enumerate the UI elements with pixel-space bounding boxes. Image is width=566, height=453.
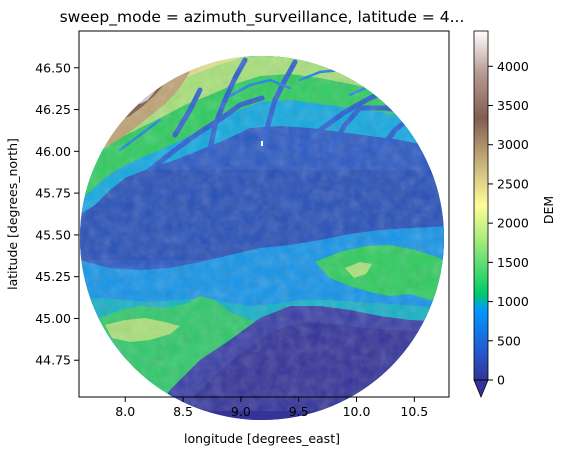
x-tick-label: 9.5 bbox=[289, 404, 309, 419]
y-tick-label: 46.25 bbox=[35, 102, 71, 117]
colorbar-tick-label: 0 bbox=[497, 373, 505, 388]
colorbar-tick-label: 3000 bbox=[497, 137, 529, 152]
y-tick-label: 46.00 bbox=[35, 144, 71, 159]
colorbar-frame bbox=[473, 30, 489, 381]
x-axis-ticks: 8.0 8.5 9.0 9.5 10.0 10.5 bbox=[115, 397, 428, 419]
colorbar-label: DEM bbox=[541, 196, 556, 224]
x-axis-label: longitude [degrees_east] bbox=[184, 431, 340, 446]
colorbar: 0 500 1000 1500 2000 2500 3000 3500 4000 DEM bbox=[473, 30, 556, 399]
y-axis-label: latitude [degrees_north] bbox=[5, 138, 20, 290]
colorbar-tick-label: 500 bbox=[497, 333, 521, 348]
x-tick-label: 9.0 bbox=[231, 404, 251, 419]
y-tick-label: 45.00 bbox=[35, 311, 71, 326]
chart-title: sweep_mode = azimuth_surveillance, latit… bbox=[60, 8, 465, 27]
x-tick-label: 8.0 bbox=[115, 404, 135, 419]
x-tick-label: 8.5 bbox=[173, 404, 193, 419]
x-tick-label: 10.0 bbox=[343, 404, 371, 419]
radar-origin-marker bbox=[261, 141, 263, 146]
colorbar-tick-label: 4000 bbox=[497, 59, 529, 74]
y-tick-label: 45.50 bbox=[35, 227, 71, 242]
colorbar-tick-label: 3500 bbox=[497, 98, 529, 113]
colorbar-tick-label: 2000 bbox=[497, 216, 529, 231]
colorbar-ticks: 0 500 1000 1500 2000 2500 3000 3500 4000 bbox=[488, 59, 529, 388]
y-tick-label: 45.75 bbox=[35, 186, 71, 201]
colorbar-tick-label: 2500 bbox=[497, 176, 529, 191]
dem-texture bbox=[80, 56, 444, 411]
axes-frame bbox=[78, 30, 450, 398]
plot-area: 8.0 8.5 9.0 9.5 10.0 10.5 44.75 45.00 45.25 45.5… bbox=[35, 30, 450, 420]
x-tick-label: 10.5 bbox=[400, 404, 428, 419]
colorbar-tick-label: 1000 bbox=[497, 294, 529, 309]
colorbar-extend-arrow bbox=[473, 379, 489, 399]
colorbar-gradient bbox=[474, 31, 488, 380]
y-tick-label: 46.50 bbox=[35, 60, 71, 75]
y-tick-label: 45.25 bbox=[35, 269, 71, 284]
colorbar-tick-label: 1500 bbox=[497, 255, 529, 270]
y-axis-ticks: 44.75 45.00 45.25 45.50 45.75 46.00 46.25 46.50 bbox=[35, 60, 79, 368]
y-tick-label: 44.75 bbox=[35, 353, 71, 368]
